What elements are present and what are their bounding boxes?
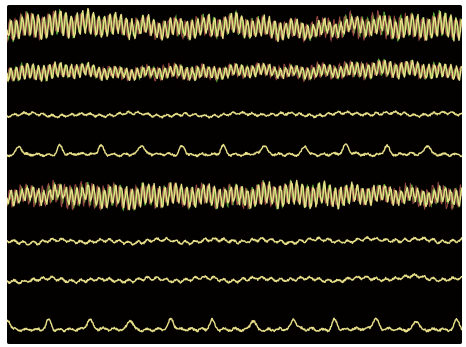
eeg-traces xyxy=(7,7,462,333)
eeg-trace-3 xyxy=(7,143,462,158)
eeg-trace-1 xyxy=(7,59,462,82)
eeg-channel-6 xyxy=(7,273,462,285)
eeg-channel-5 xyxy=(7,236,462,246)
eeg-trace-5 xyxy=(7,236,462,246)
eeg-channel-4 xyxy=(7,179,462,212)
eeg-chart xyxy=(7,7,462,333)
eeg-trace-6 xyxy=(7,273,462,285)
eeg-channel-7 xyxy=(7,317,462,333)
eeg-channel-2 xyxy=(7,110,462,119)
eeg-overlay-red-1 xyxy=(7,59,462,83)
eeg-overlay-red-0 xyxy=(7,9,462,43)
eeg-trace-2 xyxy=(7,110,462,119)
eeg-overlay-red-4 xyxy=(7,179,462,211)
eeg-trace-0 xyxy=(7,7,462,43)
eeg-channel-1 xyxy=(7,58,462,84)
eeg-trace-7 xyxy=(7,317,462,333)
eeg-channel-0 xyxy=(7,7,462,43)
eeg-trace-4 xyxy=(7,179,462,211)
eeg-panel xyxy=(7,5,462,344)
eeg-channel-3 xyxy=(7,143,462,158)
